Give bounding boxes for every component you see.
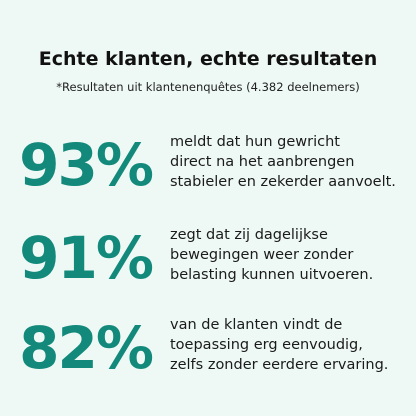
stat-row: 91% zegt dat zij dagelijkse bewegingen wee… (0, 223, 416, 293)
stat-description: van de klanten vindt de toepassing erg ee… (170, 315, 388, 375)
stat-description: zegt dat zij dagelijkse bewegingen weer z… (170, 225, 373, 285)
stat-description: meldt dat hun gewricht direct na het aanb… (170, 132, 396, 192)
description-line: van de klanten vindt de (170, 317, 343, 333)
stat-value: 91% (19, 224, 154, 292)
description-line: direct na het aanbrengen (170, 154, 355, 170)
description-line: stabieler en zekerder aanvoelt. (170, 174, 396, 190)
stat-row: 93% meldt dat hun gewricht direct na het a… (0, 130, 416, 200)
stat-value: 82% (19, 314, 154, 382)
title: Echte klanten, echte resultaten (38, 48, 378, 70)
stat-row: 82% van de klanten vindt de toepassing erg… (0, 313, 416, 383)
description-line: belasting kunnen uitvoeren. (170, 267, 374, 283)
stat-value: 93% (19, 131, 154, 199)
description-line: zegt dat zij dagelijkse (170, 227, 328, 243)
subtitle: *Resultaten uit klantenenquêtes (4.382 d… (56, 80, 360, 94)
description-line: toepassing erg eenvoudig, (170, 337, 363, 353)
description-line: meldt dat hun gewricht (170, 134, 340, 150)
description-line: zelfs zonder eerdere ervaring. (170, 357, 389, 373)
description-line: bewegingen weer zonder (170, 247, 354, 263)
